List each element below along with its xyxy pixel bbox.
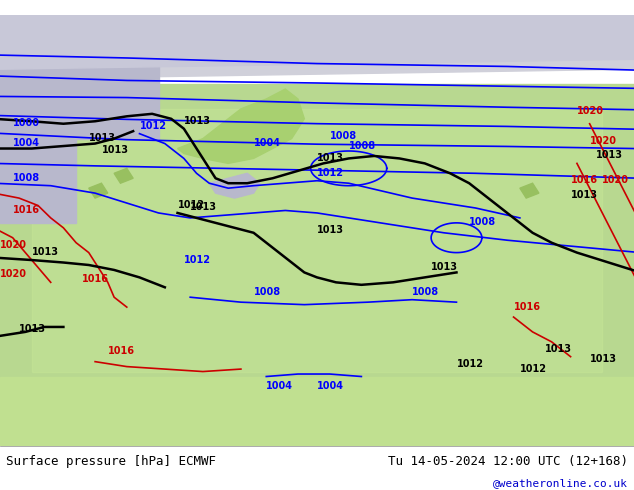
Polygon shape (0, 376, 634, 446)
Polygon shape (520, 183, 539, 198)
Text: @weatheronline.co.uk: @weatheronline.co.uk (493, 478, 628, 489)
Text: 1012: 1012 (184, 254, 211, 265)
Text: 1013: 1013 (590, 354, 617, 364)
Text: 1008: 1008 (469, 218, 496, 227)
Text: 1012: 1012 (178, 200, 205, 210)
Text: 1004: 1004 (266, 381, 294, 391)
Polygon shape (0, 15, 158, 139)
Text: 1008: 1008 (349, 141, 376, 150)
Polygon shape (209, 173, 260, 198)
Text: 1016: 1016 (13, 205, 40, 215)
Text: 1013: 1013 (190, 202, 217, 213)
Text: 1013: 1013 (101, 146, 129, 155)
Polygon shape (0, 15, 634, 79)
Text: 1016: 1016 (514, 302, 541, 312)
Polygon shape (114, 169, 133, 183)
Text: 1008: 1008 (13, 173, 40, 183)
Text: 1004: 1004 (254, 138, 281, 148)
Polygon shape (89, 183, 108, 198)
Polygon shape (32, 109, 602, 371)
Text: 1012: 1012 (456, 359, 484, 368)
Text: 1012: 1012 (520, 364, 547, 373)
Text: 1004: 1004 (317, 381, 344, 391)
Text: Tu 14-05-2024 12:00 UTC (12+168): Tu 14-05-2024 12:00 UTC (12+168) (387, 455, 628, 468)
Text: 1013: 1013 (19, 324, 46, 334)
Text: 1008: 1008 (412, 287, 439, 297)
Text: 1016: 1016 (82, 274, 110, 284)
Polygon shape (0, 15, 634, 69)
Text: 1013: 1013 (571, 190, 598, 200)
Text: 1020: 1020 (602, 175, 630, 185)
Text: 1020: 1020 (577, 106, 604, 116)
Text: Surface pressure [hPa] ECMWF: Surface pressure [hPa] ECMWF (6, 455, 216, 468)
Polygon shape (0, 15, 76, 223)
Text: 1012: 1012 (139, 121, 167, 131)
Text: 1013: 1013 (596, 150, 623, 160)
Text: 1012: 1012 (317, 168, 344, 178)
Text: 1000: 1000 (13, 118, 40, 128)
Text: 1008: 1008 (254, 287, 281, 297)
Text: 1016: 1016 (571, 175, 598, 185)
Text: 1020: 1020 (590, 136, 617, 146)
Text: 1013: 1013 (317, 153, 344, 163)
Text: 1013: 1013 (317, 225, 344, 235)
Text: 1020: 1020 (0, 240, 27, 249)
Text: 1013: 1013 (545, 343, 573, 354)
Text: 1004: 1004 (13, 138, 40, 148)
Text: 1013: 1013 (89, 133, 116, 143)
Polygon shape (178, 89, 304, 163)
Text: 1013: 1013 (431, 262, 458, 272)
Polygon shape (0, 84, 634, 387)
Text: 1013: 1013 (184, 116, 211, 126)
Text: 1020: 1020 (0, 270, 27, 279)
Text: 1016: 1016 (108, 346, 135, 356)
Text: 1013: 1013 (32, 247, 59, 257)
Text: 1008: 1008 (330, 131, 357, 141)
